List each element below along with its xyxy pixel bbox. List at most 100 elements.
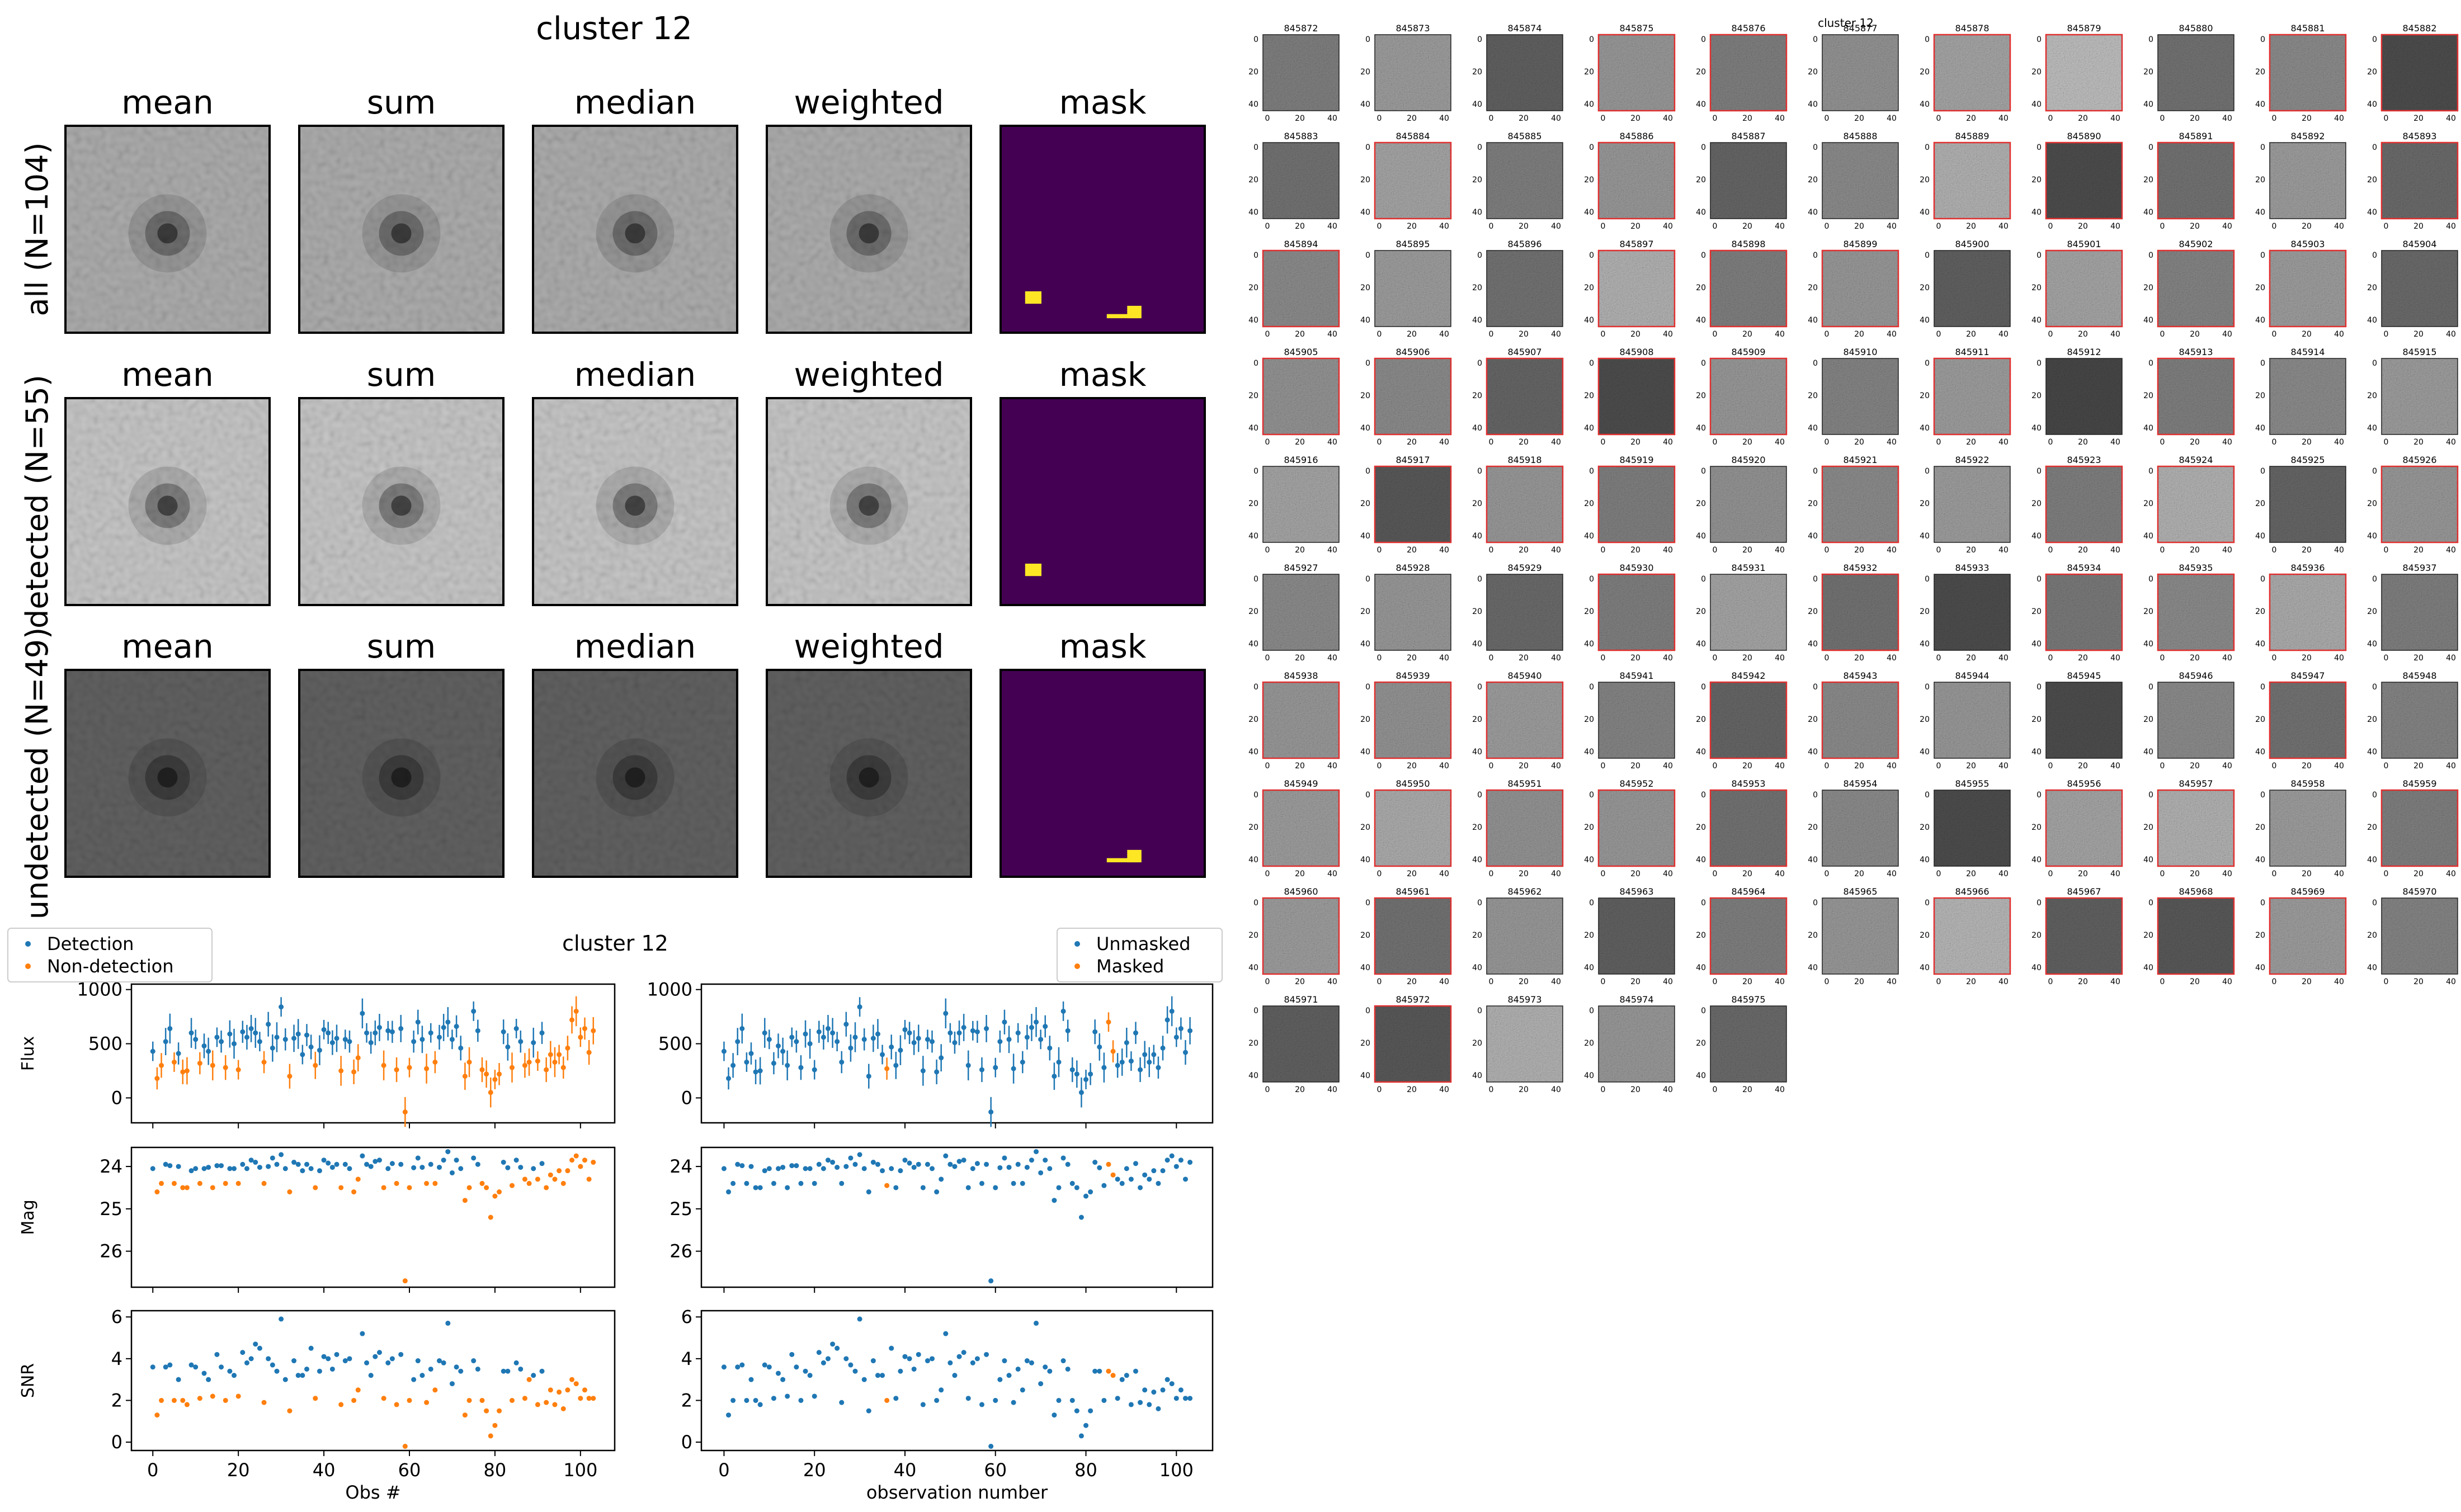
thumbnail-xtick: 0 (1377, 546, 1382, 555)
thumbnail-frame (1486, 465, 1564, 544)
thumbnail-xtick: 0 (2048, 654, 2053, 663)
non-detection-point (526, 1180, 532, 1186)
thumbnail-noise (1822, 466, 1898, 542)
thumbnail-xtick: 0 (1936, 977, 1941, 986)
detection-point (471, 1358, 477, 1364)
unmasked-point (821, 1034, 826, 1040)
stack-image-frame (298, 669, 505, 878)
thumbnail-ytick: 0 (2372, 251, 2377, 260)
detection-point (321, 1027, 327, 1032)
thumbnail-ytick: 0 (2036, 359, 2042, 368)
thumbnail-xtick: 20 (1295, 762, 1305, 771)
unmasked-point (934, 1189, 940, 1195)
thumbnail-xtick: 0 (1824, 654, 1830, 663)
thumbnail-xtick: 0 (1713, 546, 1718, 555)
thumbnail-xtick: 20 (1407, 977, 1417, 986)
detection-point (308, 1044, 314, 1050)
thumbnail-ytick: 0 (2260, 359, 2265, 368)
thumbnail-frame (1598, 897, 1675, 975)
ytick-label: 500 (658, 1033, 692, 1055)
non-detection-point (509, 1183, 515, 1188)
thumbnail-ytick: 0 (1253, 35, 1258, 44)
unmasked-point (762, 1168, 767, 1174)
thumbnail-frame (1597, 357, 1676, 436)
unmasked-point (1173, 1396, 1179, 1401)
thumbnail-id: 845901 (2067, 239, 2101, 249)
detection-point (441, 1157, 446, 1163)
thumbnail-noise (2382, 358, 2458, 434)
detection-point (279, 1316, 284, 1322)
thumbnail-ytick: 40 (2367, 963, 2377, 972)
non-detection-point (544, 1400, 549, 1405)
thumbnail-ytick: 0 (1253, 575, 1258, 584)
detection-point (411, 1377, 417, 1382)
detection-point (201, 1371, 207, 1376)
unmasked-point (974, 1356, 980, 1362)
thumbnail-id: 845948 (2402, 670, 2436, 681)
thumbnail-noise (1599, 574, 1675, 650)
unmasked-point (1069, 1067, 1075, 1072)
thumbnail-ytick: 0 (1925, 899, 1930, 908)
thumbnail-xtick: 0 (1936, 222, 1941, 231)
non-detection-point (171, 1060, 177, 1065)
source-core (379, 211, 424, 256)
mask-blob (1127, 849, 1142, 863)
thumbnail-ytick: 20 (1920, 823, 1930, 832)
thumbnail-ytick: 0 (1365, 1007, 1370, 1015)
thumbnail-ytick: 40 (1472, 424, 1482, 433)
unmasked-point (771, 1180, 776, 1186)
unmasked-point (988, 1444, 994, 1449)
detection-point (219, 1364, 224, 1370)
thumbnail-ytick: 20 (2031, 284, 2042, 292)
thumbnail-xtick: 40 (1551, 870, 1561, 878)
non-detection-point (402, 1109, 408, 1115)
detection-point (253, 1160, 258, 1165)
non-detection-point (557, 1052, 562, 1057)
thumbnail-xtick: 20 (2413, 762, 2424, 771)
non-detection-point (484, 1071, 489, 1077)
thumbnail-xtick: 20 (1407, 870, 1417, 878)
thumbnail-xtick: 0 (1265, 977, 1270, 986)
thumbnail-ytick: 0 (2036, 791, 2042, 800)
non-detection-point (488, 1215, 493, 1220)
unmasked-point (816, 1029, 822, 1034)
thumbnail-ytick: 20 (1584, 823, 1594, 832)
unmasked-point (1029, 1360, 1034, 1365)
thumbnail-ytick: 20 (2367, 68, 2377, 77)
thumbnail-frame (2269, 466, 2346, 543)
thumbnail-xtick: 20 (1966, 546, 1976, 555)
detection-point (291, 1036, 297, 1041)
unmasked-point (907, 1160, 912, 1166)
stack-image-noise (65, 126, 270, 333)
thumbnail-ytick: 40 (1696, 748, 1706, 757)
thumbnail-ytick: 20 (2255, 284, 2265, 292)
non-detection-point (313, 1396, 318, 1401)
thumbnail-frame (1374, 574, 1451, 651)
unmasked-point (875, 1031, 880, 1037)
non-detection-point (591, 1396, 596, 1401)
non-detection-point (560, 1406, 566, 1411)
ytick-label: 25 (670, 1198, 692, 1220)
thumbnail-ytick: 20 (2031, 391, 2042, 400)
thumbnail-ytick: 40 (1360, 640, 1370, 649)
thumbnail-ytick: 40 (2031, 963, 2042, 972)
thumbnail-xtick: 0 (2384, 114, 2389, 123)
thumbnail-xtick: 40 (1439, 546, 1449, 555)
thumbnail-noise (1263, 574, 1339, 650)
non-detection-point (394, 1067, 399, 1072)
thumbnail-ytick: 0 (1701, 359, 1706, 368)
thumbnail-xtick: 20 (1407, 222, 1417, 231)
non-detection-point (544, 1067, 549, 1072)
detection-point (321, 1157, 327, 1163)
detection-point (270, 1155, 275, 1161)
unmasked-point (1169, 1153, 1175, 1159)
source-halo (362, 194, 441, 273)
detection-point (188, 1168, 194, 1174)
thumbnail-xtick: 40 (2110, 870, 2120, 878)
source-center (625, 495, 645, 516)
